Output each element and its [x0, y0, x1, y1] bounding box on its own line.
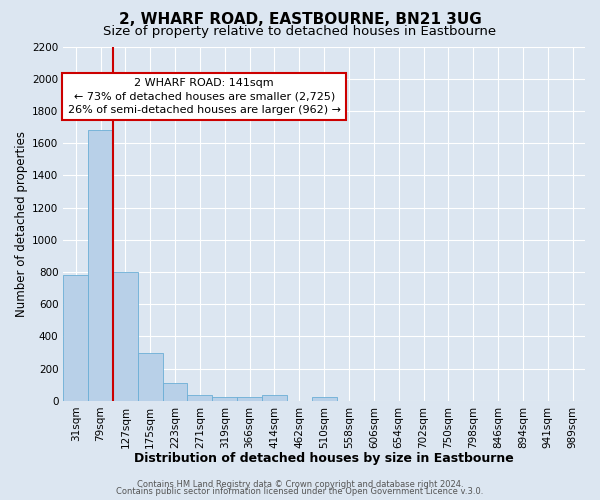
Bar: [163, 383, 187, 401]
Text: Contains public sector information licensed under the Open Government Licence v.: Contains public sector information licen…: [116, 488, 484, 496]
Bar: [63, 275, 88, 401]
Bar: [237, 398, 262, 401]
Bar: [187, 394, 212, 401]
Y-axis label: Number of detached properties: Number of detached properties: [15, 130, 28, 316]
X-axis label: Distribution of detached houses by size in Eastbourne: Distribution of detached houses by size …: [134, 452, 514, 465]
Bar: [262, 395, 287, 401]
Bar: [88, 130, 113, 401]
Text: 2 WHARF ROAD: 141sqm
← 73% of detached houses are smaller (2,725)
26% of semi-de: 2 WHARF ROAD: 141sqm ← 73% of detached h…: [68, 78, 341, 115]
Bar: [113, 272, 138, 401]
Bar: [312, 398, 337, 401]
Text: Size of property relative to detached houses in Eastbourne: Size of property relative to detached ho…: [103, 25, 497, 38]
Bar: [212, 398, 237, 401]
Text: Contains HM Land Registry data © Crown copyright and database right 2024.: Contains HM Land Registry data © Crown c…: [137, 480, 463, 489]
Bar: [138, 354, 163, 401]
Text: 2, WHARF ROAD, EASTBOURNE, BN21 3UG: 2, WHARF ROAD, EASTBOURNE, BN21 3UG: [119, 12, 481, 28]
